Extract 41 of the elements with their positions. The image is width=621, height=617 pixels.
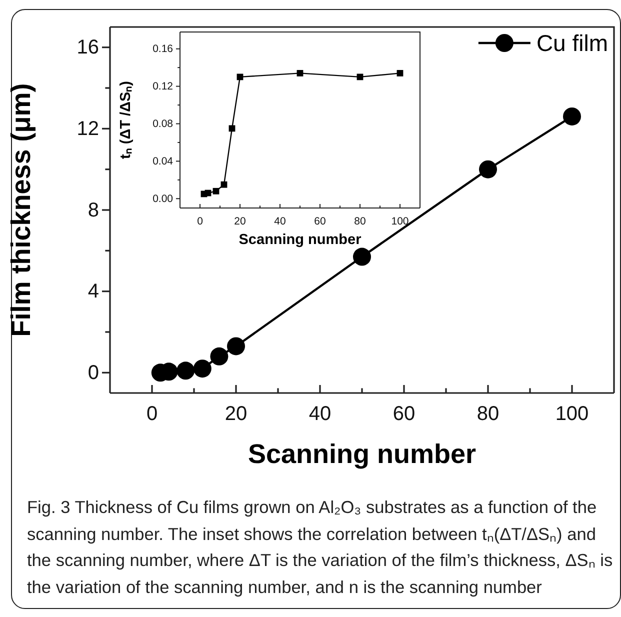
point	[356, 74, 364, 80]
x-tick-label: 20	[234, 215, 246, 228]
x-tick-label: 60	[392, 403, 416, 426]
point	[296, 70, 304, 76]
x-tick-label: 0	[197, 215, 204, 228]
y-axis-title: tₙ (ΔT /ΔSₙ)	[118, 80, 134, 159]
y-tick-label: 0.12	[152, 80, 174, 93]
y-tick-label: 16	[76, 36, 99, 59]
x-tick-label: 80	[476, 403, 500, 426]
caption: Fig. 3 Thickness of Cu films grown on Al₂O₃ substrates as a function of the scanning number. The inset shows the correlation between tₙ(ΔT/ΔSₙ) and the scanning number, where ΔT is the variation of the film’s thickness, ΔSₙ is the variation of the scanning number, and n is the scanning number	[27, 496, 614, 599]
y-tick-label: 8	[88, 199, 99, 222]
y-tick-label: 4	[88, 280, 99, 303]
y-tick-label: 0.04	[152, 156, 174, 168]
point	[212, 188, 220, 194]
x-axis-title: Scanning number	[238, 232, 362, 248]
point	[479, 160, 497, 178]
x-tick-label: 100	[555, 403, 589, 426]
point	[176, 362, 195, 380]
y-tick-label: 12	[76, 118, 99, 140]
x-axis-title: Scanning number	[248, 439, 476, 469]
x-tick-label: 60	[314, 215, 326, 228]
point	[227, 337, 245, 356]
y-tick-label: 0	[88, 362, 99, 384]
point	[396, 70, 404, 76]
point	[228, 125, 236, 132]
x-tick-label: 40	[274, 215, 286, 228]
point	[236, 74, 244, 80]
legend-label: Cu film	[536, 30, 608, 56]
y-tick-label: 0.16	[152, 43, 174, 56]
y-tick-label: 0.08	[152, 118, 174, 130]
point	[210, 347, 228, 366]
y-axis-title: Film thickness (μm)	[6, 83, 36, 337]
x-tick-label: 100	[391, 215, 409, 228]
point	[220, 181, 228, 188]
x-tick-label: 80	[354, 215, 366, 228]
point	[563, 107, 581, 126]
y-tick-label: 0.00	[152, 193, 174, 205]
x-tick-label: 20	[224, 403, 248, 426]
point	[353, 248, 371, 266]
point	[193, 360, 212, 378]
x-tick-label: 40	[308, 403, 332, 426]
